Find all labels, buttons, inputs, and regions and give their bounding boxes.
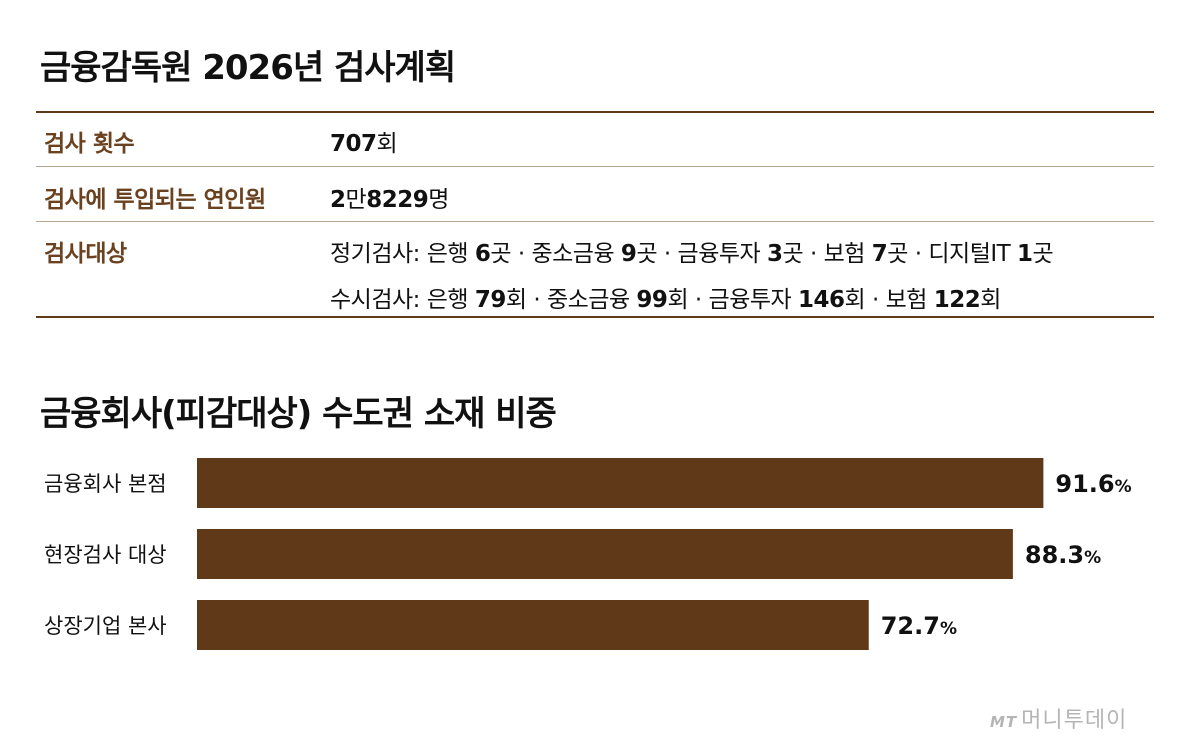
count-number: 707: [330, 131, 377, 157]
bar-value-label: 88.3%: [1025, 541, 1101, 569]
table-top-rule: [36, 111, 1154, 113]
staff-number-b: 8229: [366, 187, 429, 213]
occasional-item-number: 99: [636, 287, 668, 313]
bar-value-label: 72.7%: [881, 612, 957, 640]
separator: ·: [657, 241, 678, 267]
separator: ·: [526, 287, 547, 313]
separator: ·: [865, 287, 886, 313]
occasional-item-name: 금융투자: [708, 287, 798, 313]
brand-name: 머니투데이: [1021, 708, 1128, 733]
regular-item-unit: 곳: [1032, 241, 1054, 267]
bar-label: 현장검사 대상: [44, 543, 167, 567]
occasional-item-unit: 회: [980, 287, 1001, 313]
row-divider: [36, 221, 1154, 222]
occasional-item-name: 보험: [885, 287, 934, 313]
regular-item-unit: 곳: [887, 241, 908, 267]
table-bottom-rule: [36, 316, 1154, 318]
regular-item-name: 중소금융: [531, 241, 621, 267]
regular-item-number: 6: [474, 241, 491, 267]
bar: [197, 529, 1013, 579]
row-label-count: 검사 횟수: [44, 131, 135, 157]
occasional-item-number: 146: [798, 287, 845, 313]
regular-item-unit: 곳: [636, 241, 658, 267]
regular-inspection-line: 정기검사: 은행 6곳 · 중소금융 9곳 · 금융투자 3곳 · 보험 7곳 …: [330, 234, 1054, 268]
regular-item-name: 금융투자: [677, 241, 767, 267]
regular-item-unit: 곳: [490, 241, 512, 267]
separator: ·: [511, 241, 532, 267]
regular-item-unit: 곳: [782, 241, 804, 267]
occasional-item-unit: 회: [844, 287, 866, 313]
regular-item-number: 3: [767, 241, 783, 267]
bar-value-label: 91.6%: [1055, 470, 1131, 498]
brand-logo: MT 머니투데이: [990, 702, 1127, 734]
row-divider: [36, 166, 1154, 167]
bar: [197, 458, 1044, 508]
separator: ·: [907, 241, 929, 267]
row-value-staff: 2만8229명: [330, 180, 449, 214]
occasional-item-name: 은행: [426, 287, 475, 313]
occasional-item-unit: 회: [667, 287, 689, 313]
bar-label: 금융회사 본점: [44, 472, 167, 496]
staff-unit-a: 만: [345, 187, 367, 213]
bar-value-unit: %: [940, 619, 957, 639]
occasional-item-number: 79: [474, 287, 507, 313]
occasional-item-name: 중소금융: [546, 287, 637, 313]
regular-item-number: 7: [871, 241, 888, 267]
regular-item-name: 디지털IT: [928, 241, 1018, 267]
staff-number-a: 2: [330, 187, 346, 213]
count-unit: 회: [376, 131, 398, 157]
bar-value-unit: %: [1084, 548, 1101, 568]
plan-title: 금융감독원 2026년 검사계획: [40, 48, 456, 88]
row-value-count: 707회: [330, 124, 398, 158]
regular-prefix: 정기검사:: [330, 241, 427, 267]
separator: ·: [688, 287, 709, 313]
bar-value-unit: %: [1115, 477, 1132, 497]
bar: [197, 600, 869, 650]
chart-title: 금융회사(피감대상) 수도권 소재 비중: [40, 394, 557, 434]
bar-label: 상장기업 본사: [44, 614, 167, 638]
regular-item-number: 9: [620, 241, 637, 267]
separator: ·: [803, 241, 824, 267]
regular-item-name: 보험: [823, 241, 872, 267]
regular-item-name: 은행: [426, 241, 475, 267]
row-label-staff: 검사에 투입되는 연인원: [44, 187, 266, 213]
occasional-item-number: 122: [933, 287, 981, 313]
bar-chart: 금융회사 본점 91.6% 현장검사 대상 88.3% 상장기업 본사 72.7%: [44, 458, 1132, 650]
occasional-prefix: 수시검사:: [330, 287, 427, 313]
brand-mark: MT: [990, 713, 1018, 731]
occasional-inspection-line: 수시검사: 은행 79회 · 중소금융 99회 · 금융투자 146회 · 보험…: [330, 280, 1001, 314]
regular-item-number: 1: [1017, 241, 1033, 267]
row-label-targets: 검사대상: [44, 241, 127, 267]
staff-unit-b: 명: [428, 187, 449, 213]
occasional-item-unit: 회: [505, 287, 527, 313]
